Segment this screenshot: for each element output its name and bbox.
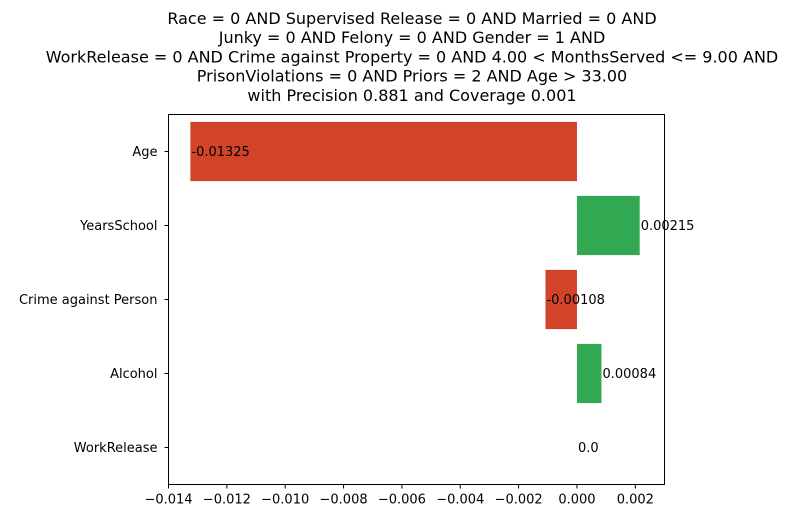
- bar-value-label: -0.01325: [191, 145, 249, 160]
- chart-title-line: PrisonViolations = 0 AND Priors = 2 AND …: [197, 67, 627, 86]
- x-tick-label: −0.002: [495, 493, 543, 508]
- x-axis-ticks: −0.014 −0.012 −0.010 −0.008 −0.006 −0.004 −0.0…: [144, 484, 654, 508]
- chart-title-line: with Precision 0.881 and Coverage 0.001: [247, 86, 576, 105]
- x-tick-label: −0.004: [436, 493, 484, 508]
- bar-value-label: 0.00215: [641, 219, 695, 234]
- chart-title-line: WorkRelease = 0 AND Crime against Proper…: [46, 47, 778, 66]
- plot-frame: [168, 114, 665, 485]
- chart-title: Race = 0 AND Supervised Release = 0 AND …: [46, 9, 778, 105]
- y-tick-label: YearsSchool: [79, 219, 157, 234]
- x-tick-label: 0.000: [558, 493, 595, 508]
- bar: [576, 195, 640, 256]
- bar: [576, 343, 602, 404]
- y-axis-ticks: Age YearsSchool Crime against Person Alcoho…: [19, 145, 169, 456]
- bar: [190, 121, 577, 182]
- x-tick-label: −0.008: [320, 493, 368, 508]
- bar-value-label: 0.00084: [602, 367, 656, 382]
- chart-title-line: Junky = 0 AND Felony = 0 AND Gender = 1 …: [218, 28, 606, 47]
- y-tick-label: WorkRelease: [74, 441, 158, 456]
- x-tick-label: −0.014: [144, 493, 192, 508]
- x-tick-label: −0.006: [378, 493, 426, 508]
- x-tick-label: −0.010: [261, 493, 309, 508]
- bar: [545, 269, 577, 330]
- bar-value-label: 0.0: [578, 441, 599, 456]
- y-tick-label: Crime against Person: [19, 293, 158, 308]
- bar-value-label: -0.00108: [546, 293, 604, 308]
- bars: [190, 121, 640, 404]
- chart-title-line: Race = 0 AND Supervised Release = 0 AND …: [167, 9, 656, 28]
- x-tick-label: −0.012: [203, 493, 251, 508]
- x-tick-label: 0.002: [617, 493, 654, 508]
- y-tick-label: Age: [132, 145, 157, 160]
- data-labels: -0.01325 0.00215 -0.00108 0.00084 0.0: [191, 145, 694, 456]
- y-tick-label: Alcohol: [110, 367, 157, 382]
